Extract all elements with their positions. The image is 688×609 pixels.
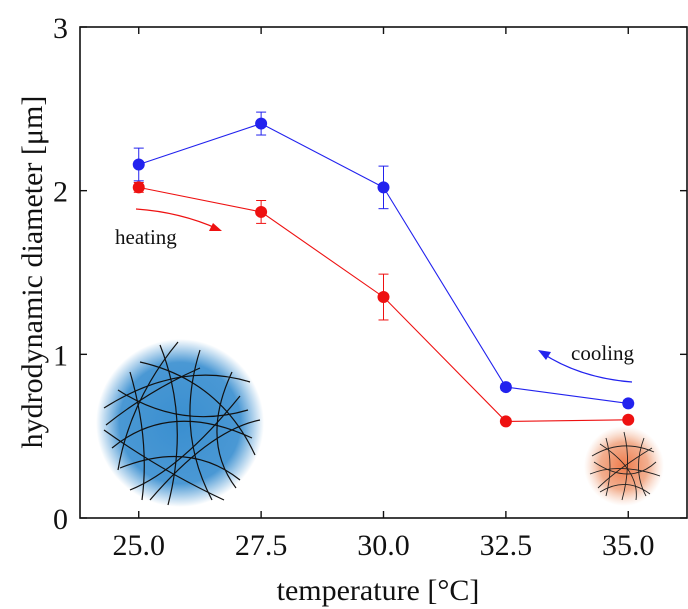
data-point [255, 205, 268, 218]
heating-arrow [135, 208, 219, 230]
data-point [499, 415, 512, 428]
x-tick-label: 30.0 [357, 529, 410, 562]
y-axis-title: hydrodynamic diameter [μm] [16, 96, 49, 449]
data-point [499, 381, 512, 394]
heating-label: heating [115, 225, 177, 249]
heating-annotation: heating [115, 208, 222, 249]
swollen-particle-illustration [96, 339, 264, 507]
cooling-arrowhead [538, 350, 551, 360]
x-tick-label: 25.0 [112, 529, 165, 562]
x-tick-label: 32.5 [480, 529, 533, 562]
x-axis-title: temperature [°C] [277, 574, 480, 607]
series-0 [132, 111, 635, 410]
cooling-label: cooling [571, 341, 634, 365]
heating-arrowhead [209, 223, 222, 231]
collapsed-particle-illustration [584, 426, 664, 506]
data-point [622, 413, 635, 426]
y-tick-label: 2 [53, 176, 68, 209]
data-point [622, 397, 635, 410]
y-tick-label: 3 [53, 12, 68, 45]
x-tick-label: 35.0 [602, 529, 655, 562]
series-1 [132, 181, 635, 428]
cooling-annotation: cooling [538, 341, 634, 383]
y-tick-label: 0 [53, 503, 68, 536]
x-tick-label: 27.5 [235, 529, 288, 562]
data-point [132, 181, 145, 194]
y-tick-label: 1 [53, 339, 68, 372]
cooling-arrow [541, 352, 633, 383]
axes: 25.0 27.5 30.0 32.5 35.0 0 1 2 3 [53, 12, 687, 562]
data-point [132, 158, 145, 171]
data-series [132, 111, 635, 428]
data-point [377, 291, 390, 304]
data-point [255, 117, 268, 130]
data-point [377, 181, 390, 194]
